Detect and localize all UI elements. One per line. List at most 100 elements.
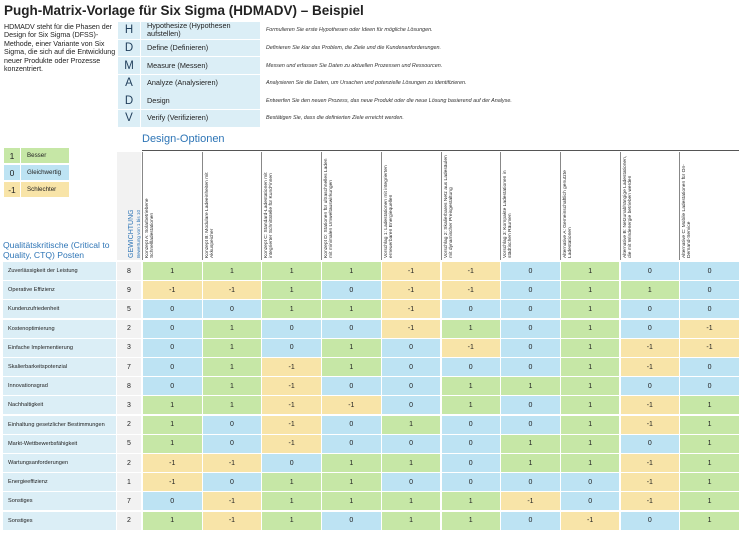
score-cell: 0 [201, 300, 262, 319]
hdmadv-row: M Measure (Messen) Messen und erfassen Sie… [118, 57, 521, 74]
option-header-label: Alternative A: Gemeinschaftlich genutzte… [562, 170, 574, 258]
ctq-heading: Qualitätskritische (Critical to Quality,… [3, 240, 110, 260]
score-cell: 1 [261, 262, 321, 280]
option-header-label: Alternative B: Netzunabhängige Ladestati… [622, 155, 633, 258]
weight-subtitle: Bewertung von 1 bis 10 [136, 209, 141, 258]
weight-value: 1 [117, 473, 141, 492]
legend-label: Besser [21, 148, 69, 163]
legend-item: 1 Besser [4, 148, 69, 163]
score-cell: 1 [559, 281, 620, 300]
score-cell: 0 [500, 319, 560, 338]
score-cell: 1 [679, 415, 739, 434]
hdmadv-phase-name: Analyze (Analysieren) [141, 74, 260, 92]
score-cell: 0 [559, 473, 620, 492]
criterion-label: Innovationsgrad [3, 377, 116, 396]
score-cell: 1 [142, 262, 202, 280]
hdmadv-letter: M [118, 57, 140, 74]
score-cell: 1 [321, 492, 381, 511]
score-cell: 1 [321, 358, 381, 376]
option-header-label: Konzept B: Modulare Ladeeinheiten mit Ak… [204, 172, 216, 258]
criterion-label: Sonstiges [3, 492, 116, 511]
score-cell: -1 [321, 396, 381, 415]
score-cell: -1 [201, 454, 262, 472]
weight-value: 2 [117, 415, 141, 434]
score-cell: 1 [380, 415, 441, 434]
hdmadv-letter: D [118, 92, 140, 110]
score-cell: 0 [440, 473, 500, 492]
hdmadv-row: H Hypothesize (Hypothesen aufstellen) Form… [118, 22, 521, 39]
score-cell: 0 [500, 358, 560, 376]
score-cell: 0 [679, 377, 739, 396]
score-cell: 1 [500, 377, 560, 396]
criterion-label: Zuverlässigkeit der Leistung [3, 262, 116, 280]
score-cell: -1 [619, 338, 680, 357]
legend-value: 1 [4, 148, 20, 163]
criterion-label: Kostenoptimierung [3, 319, 116, 338]
score-cell: 1 [261, 300, 321, 319]
weight-value: 2 [117, 511, 141, 530]
legend-value: 0 [4, 165, 20, 180]
score-cell: 0 [380, 396, 441, 415]
score-cell: 1 [142, 434, 202, 453]
weight-value: 5 [117, 300, 141, 319]
score-cell: 1 [679, 396, 739, 415]
score-cell: 0 [321, 319, 381, 338]
score-cell: 1 [679, 473, 739, 492]
score-cell: 1 [440, 377, 500, 396]
hdmadv-description: Bestätigen Sie, dass die definierten Zie… [266, 115, 404, 122]
criterion-label: Markt-Wettbewerbsfähigkeit [3, 434, 116, 453]
score-cell: 0 [679, 300, 739, 319]
score-cell: 0 [321, 511, 381, 530]
hdmadv-row: D Design Entwerfen Sie den neuen Prozess, … [118, 92, 521, 110]
weight-value: 3 [117, 338, 141, 357]
score-cell: 1 [321, 338, 381, 357]
score-cell: 1 [261, 281, 321, 300]
score-cell: -1 [142, 473, 202, 492]
score-cell: -1 [619, 454, 680, 472]
intro-text: HDMADV steht für die Phasen der Design f… [4, 23, 116, 74]
score-cell: -1 [261, 377, 321, 396]
option-header: Alternative A: Gemeinschaftlich genutzte… [559, 152, 620, 260]
score-cell: 0 [201, 473, 262, 492]
score-cell: 0 [619, 434, 680, 453]
option-header-label: Alternative C: Mobile Ladestationen für … [682, 164, 693, 258]
score-cell: -1 [261, 396, 321, 415]
criterion-label: Skalierbarkeitspotenzial [3, 358, 116, 376]
score-cell: -1 [679, 338, 739, 357]
score-cell: 0 [321, 434, 381, 453]
score-cell: 1 [321, 473, 381, 492]
score-cell: -1 [679, 319, 739, 338]
score-cell: 0 [500, 396, 560, 415]
score-cell: 1 [679, 511, 739, 530]
score-cell: 0 [679, 281, 739, 300]
option-header: Konzept C: Standard-Ladestationen mit in… [261, 152, 321, 260]
score-cell: 1 [201, 396, 262, 415]
score-cell: 0 [201, 434, 262, 453]
weight-column-header: GEWICHTUNG Bewertung von 1 bis 10 [117, 152, 141, 260]
score-cell: 0 [142, 338, 202, 357]
score-cell: -1 [619, 396, 680, 415]
score-cell: 1 [380, 511, 441, 530]
score-cell: 1 [201, 338, 262, 357]
score-cell: 0 [380, 473, 441, 492]
criterion-label: Einhaltung gesetzlicher Bestimmungen [3, 415, 116, 434]
hdmadv-description: Formulieren Sie erste Hypothesen oder Id… [266, 27, 433, 34]
score-cell: -1 [559, 511, 620, 530]
matrix-row: Wartungsanforderungen 2 -1 -1 0 1 1 0 1 1 -1 1 [0, 454, 741, 472]
score-cell: 1 [440, 396, 500, 415]
weight-value: 7 [117, 492, 141, 511]
option-header: Alternative C: Mobile Ladestationen für … [679, 152, 739, 260]
score-cell: 1 [440, 319, 500, 338]
score-cell: 1 [679, 492, 739, 511]
score-cell: 1 [321, 262, 381, 280]
score-cell: 0 [261, 338, 321, 357]
hdmadv-phase-name: Hypothesize (Hypothesen aufstellen) [141, 22, 260, 39]
score-cell: -1 [440, 338, 500, 357]
page-title: Pugh-Matrix-Vorlage für Six Sigma (HDMAD… [4, 3, 364, 18]
score-cell: 0 [500, 415, 560, 434]
score-cell: 0 [321, 281, 381, 300]
weight-title: GEWICHTUNG [128, 209, 135, 258]
option-header: Vorschlag 1: Ladestationen mit integrier… [380, 152, 441, 260]
score-cell: 1 [500, 434, 560, 453]
hdmadv-description: Messen und erfassen Sie Daten zu aktuell… [266, 62, 443, 69]
